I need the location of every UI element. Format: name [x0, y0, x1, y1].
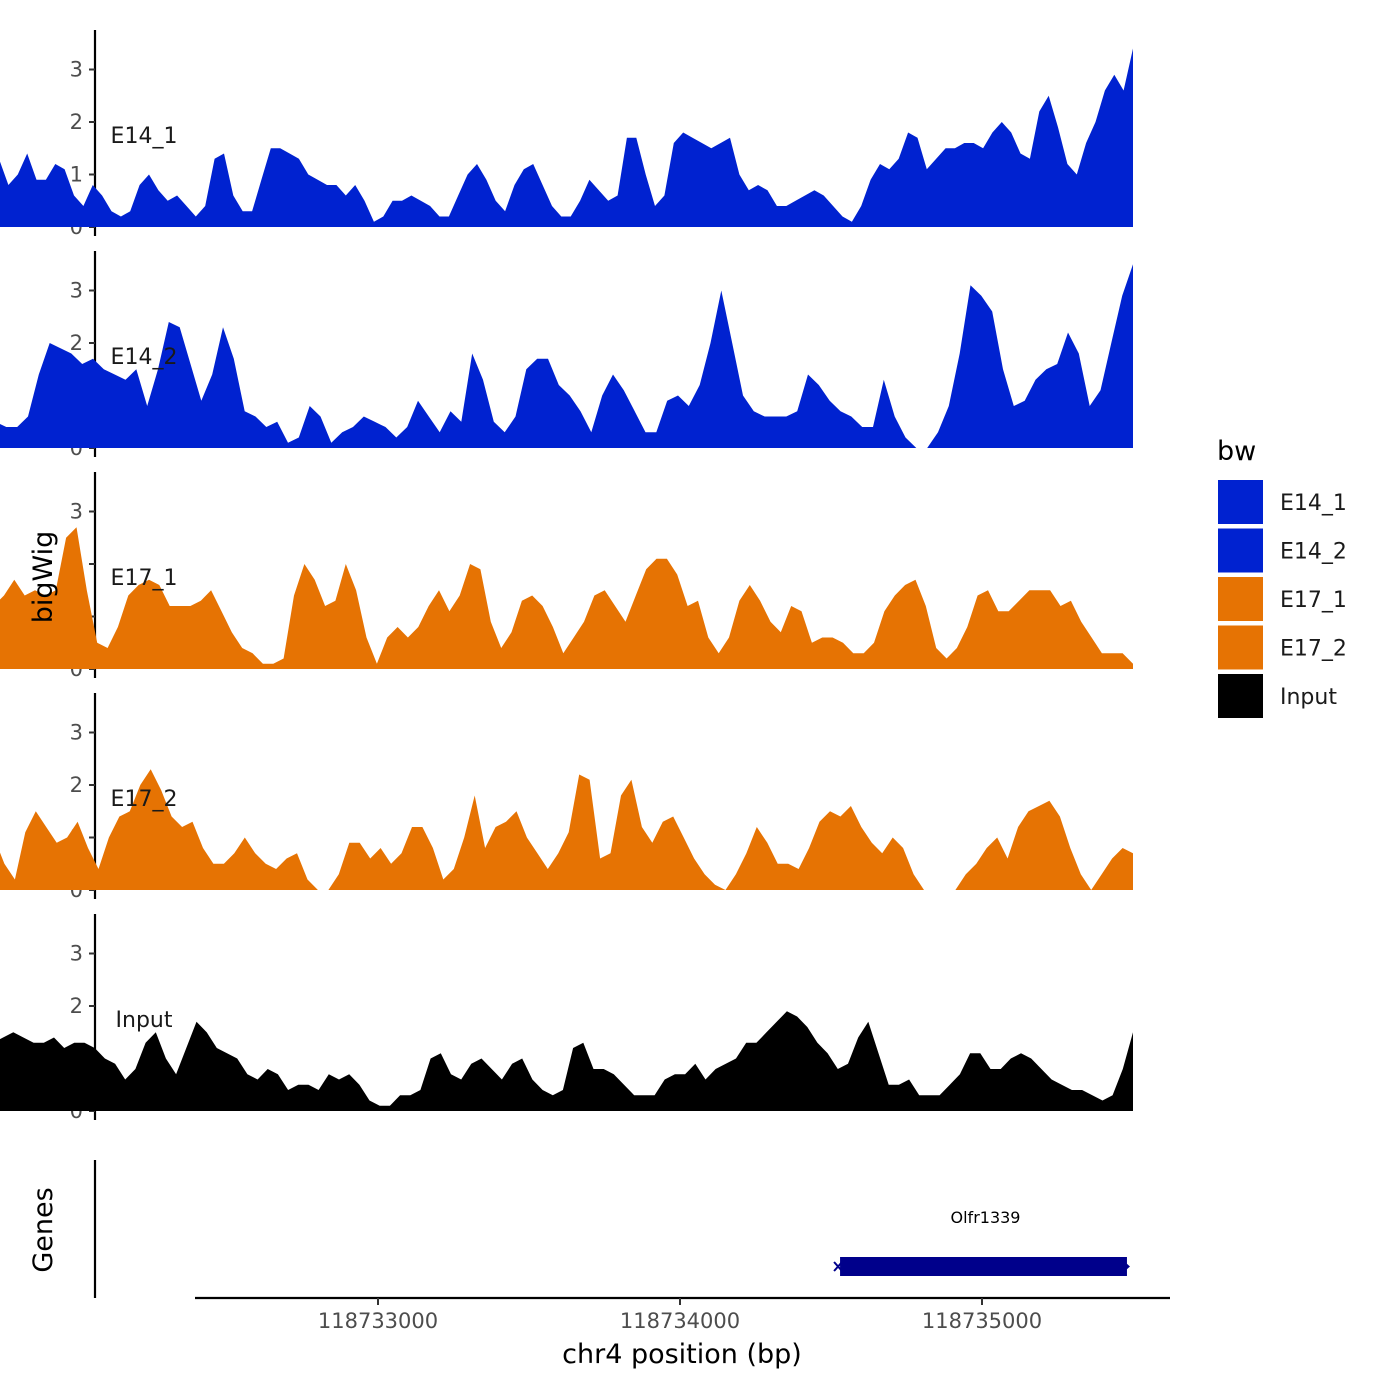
gene-body	[840, 1257, 1127, 1276]
legend-label: E14_1	[1280, 491, 1347, 516]
gene-label: Olfr1339	[951, 1208, 1021, 1227]
legend-swatch	[1218, 674, 1263, 718]
signal-area-E14_2	[0, 264, 1133, 448]
legend-label: E17_1	[1280, 588, 1347, 613]
legend-label: E14_2	[1280, 540, 1347, 565]
signal-area-E17_1	[0, 527, 1133, 669]
legend-item-E17_1: E17_1	[1218, 577, 1347, 621]
track-E14_2: 0123E14_2	[0, 251, 1133, 460]
x-tick-label: 118735000	[922, 1309, 1042, 1333]
y-tick-label: 3	[70, 942, 83, 966]
legend: E14_1 E14_2 E17_1 E17_2 Input	[1218, 480, 1347, 718]
legend-swatch	[1218, 625, 1263, 670]
signal-area-E17_2	[0, 769, 1133, 890]
track-label: Input	[116, 1008, 173, 1033]
x-tick-label: 118733000	[318, 1309, 438, 1333]
track-label: E14_2	[111, 345, 178, 370]
y-axis-title: bigWig	[28, 531, 59, 624]
legend-label: E17_2	[1280, 637, 1347, 662]
signal-area-E14_1	[0, 48, 1133, 227]
legend-swatch	[1218, 577, 1263, 621]
track-label: E14_1	[111, 124, 178, 149]
y-tick-label: 1	[70, 163, 83, 187]
y-tick-label: 3	[70, 500, 83, 524]
signal-tracks: 0123E14_10123E14_20123E17_10123E17_20123…	[0, 30, 1133, 1123]
legend-item-E14_2: E14_2	[1218, 528, 1347, 573]
track-E17_1: 0123E17_1	[0, 472, 1133, 681]
x-tick-label: 118734000	[620, 1309, 740, 1333]
genes-axis-title: Genes	[28, 1187, 59, 1272]
x-axis: 118733000 118734000 118735000	[195, 1296, 1170, 1333]
track-label: E17_1	[111, 566, 178, 591]
legend-title: bw	[1217, 436, 1256, 467]
legend-swatch	[1218, 528, 1263, 573]
y-tick-label: 3	[70, 279, 83, 303]
y-tick-label: 2	[70, 994, 83, 1018]
legend-item-E14_1: E14_1	[1218, 480, 1347, 524]
x-axis-title: chr4 position (bp)	[562, 1339, 802, 1370]
track-label: E17_2	[111, 787, 178, 812]
legend-label: Input	[1280, 685, 1337, 710]
track-E17_2: 0123E17_2	[0, 693, 1133, 902]
gene-strand-marker	[833, 1261, 843, 1272]
signal-area-Input	[0, 1011, 1133, 1111]
track-Input: 0123Input	[0, 914, 1133, 1123]
legend-item-E17_2: E17_2	[1218, 625, 1347, 670]
y-tick-label: 2	[70, 773, 83, 797]
gene-end-marker	[1124, 1262, 1130, 1271]
track-E14_1: 0123E14_1	[0, 30, 1133, 239]
gene-Olfr1339: Olfr1339	[833, 1208, 1130, 1276]
gene-track: Olfr1339	[93, 1160, 1130, 1298]
y-tick-label: 2	[70, 331, 83, 355]
legend-item-Input: Input	[1218, 674, 1337, 718]
y-tick-label: 3	[70, 721, 83, 745]
legend-swatch	[1218, 480, 1263, 524]
y-tick-label: 3	[70, 58, 83, 82]
y-tick-label: 2	[70, 110, 83, 134]
